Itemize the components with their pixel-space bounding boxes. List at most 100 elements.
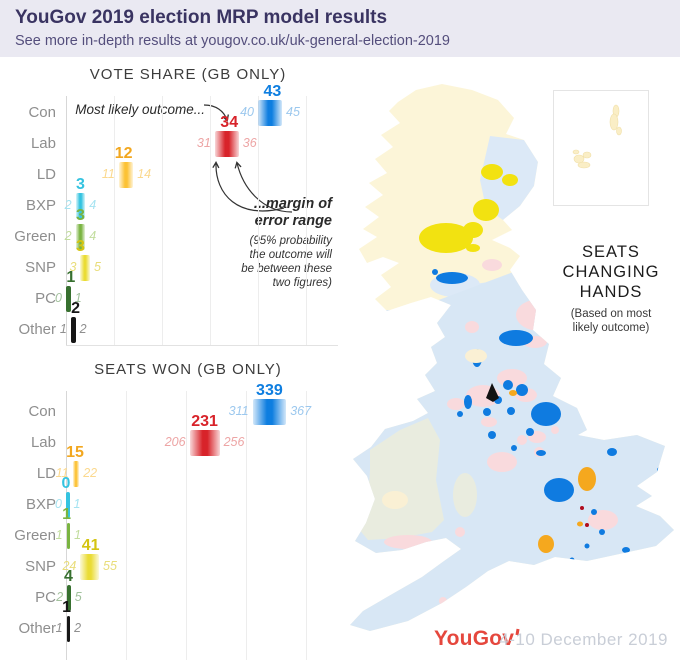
low-label: 1	[55, 621, 63, 635]
map-label-subtitle: (Based on most likely outcome)	[570, 308, 652, 335]
party-label: Other	[18, 321, 56, 338]
party-label: PC	[35, 290, 56, 307]
value-label: 41	[81, 537, 100, 554]
seats-won-chart: SEATS WON (GB ONLY) Con 339 311 367 Lab 231 20…	[0, 355, 348, 660]
range-bar	[118, 162, 134, 188]
value-label: 3	[75, 207, 85, 224]
value-label: 12	[114, 145, 133, 162]
high-label: 4	[89, 229, 97, 243]
low-label: 40	[240, 105, 254, 119]
page-title: YouGov 2019 election MRP model results	[15, 7, 388, 28]
y-axis-line	[66, 96, 67, 345]
value-label: 1	[62, 599, 72, 616]
value-label: 231	[191, 413, 218, 430]
low-label: 1	[55, 528, 63, 542]
low-label: 11	[101, 167, 115, 181]
gridline	[186, 391, 187, 660]
margin-annotation: ...margin of error range	[253, 196, 332, 229]
range-bar	[70, 317, 76, 343]
range-bar	[75, 193, 86, 219]
range-bar	[66, 616, 71, 642]
party-label: Lab	[30, 434, 56, 451]
range-bar	[72, 461, 80, 487]
x-axis-line	[66, 345, 338, 346]
range-bar	[252, 399, 287, 425]
value-label: 0	[61, 475, 71, 492]
map-wales-sage	[358, 418, 477, 540]
party-label: Green	[14, 527, 56, 544]
low-label: 0	[55, 291, 62, 305]
range-bar	[67, 585, 71, 611]
high-label: 2	[79, 322, 87, 336]
gridline	[210, 96, 211, 345]
party-label: PC	[35, 589, 56, 606]
inset-islands	[572, 104, 622, 169]
range-bar	[214, 131, 239, 157]
value-label: 34	[220, 114, 239, 131]
yougov-logo-text: YouGov	[434, 627, 515, 650]
islands-inset-box	[553, 90, 649, 206]
gridline	[258, 96, 259, 345]
low-label: 2	[64, 198, 72, 212]
range-bar	[258, 100, 282, 126]
vote-share-chart: VOTE SHARE (GB ONLY) Most likely outcome…	[0, 60, 348, 352]
map-orange-gain-regions	[509, 390, 596, 553]
high-label: 256	[223, 435, 245, 449]
high-label: 4	[89, 198, 97, 212]
low-label: 1	[59, 322, 67, 336]
high-label: 5	[94, 260, 101, 274]
header-bar: YouGov 2019 election MRP model results S…	[0, 0, 680, 57]
seats-won-title: SEATS WON (GB ONLY)	[94, 361, 282, 378]
party-label: Other	[18, 620, 56, 637]
fieldwork-date: 4-10 December 2019	[499, 630, 668, 649]
low-label: 311	[228, 404, 249, 418]
gridline	[114, 96, 115, 345]
party-label: BXP	[25, 197, 56, 214]
value-label: 3	[75, 176, 85, 193]
high-label: 2	[74, 621, 82, 635]
y-axis-line	[66, 391, 67, 660]
value-label: 339	[256, 382, 283, 399]
gb-constituency-map	[350, 84, 674, 631]
map-black-region	[486, 383, 499, 402]
range-bar	[189, 430, 220, 456]
value-label: 4	[63, 568, 73, 585]
value-label: 1	[66, 269, 76, 286]
most-likely-annotation: Most likely outcome...	[75, 102, 205, 117]
high-label: 5	[74, 590, 82, 604]
low-label: 24	[62, 559, 77, 573]
party-label: Lab	[30, 135, 56, 152]
range-bar	[80, 554, 99, 580]
range-bar	[66, 286, 71, 312]
value-label: 2	[71, 300, 81, 317]
high-label: 36	[242, 136, 257, 150]
value-label: 3	[75, 238, 85, 255]
high-label: 14	[137, 167, 152, 181]
party-label: LD	[36, 166, 56, 183]
range-bar	[66, 523, 71, 549]
high-label: 1	[74, 291, 82, 305]
party-label: Con	[28, 104, 56, 121]
gridline	[306, 96, 307, 345]
value-label: 43	[263, 83, 282, 100]
margin-note-annotation: (95% probability the outcome will be bet…	[241, 235, 332, 290]
gridline	[306, 391, 307, 660]
high-label: 1	[73, 497, 81, 511]
low-label: 11	[55, 466, 69, 480]
party-label: BXP	[25, 496, 56, 513]
low-label: 31	[196, 136, 211, 150]
party-label: Green	[14, 228, 56, 245]
high-label: 367	[290, 404, 312, 418]
low-label: 2	[56, 590, 64, 604]
high-label: 55	[103, 559, 117, 573]
map-red-gain-regions	[580, 506, 589, 527]
map-label-title: SEATS CHANGING HANDS	[562, 243, 660, 302]
party-label: SNP	[25, 558, 56, 575]
islands-inset-map	[572, 104, 622, 169]
high-label: 45	[286, 105, 300, 119]
header-link-text: See more in-depth results at yougov.co.u…	[15, 33, 450, 49]
high-label: 22	[83, 466, 98, 480]
low-label: 2	[64, 229, 72, 243]
map-label: SEATS CHANGING HANDS (Based on most like…	[552, 242, 670, 336]
